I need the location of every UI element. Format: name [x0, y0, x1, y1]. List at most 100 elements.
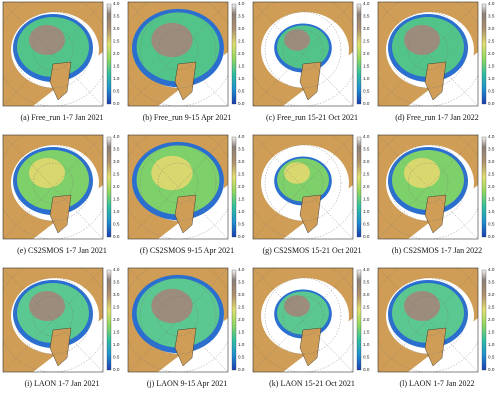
map-frame: [2, 134, 104, 240]
grid-circle: [282, 295, 324, 337]
colorbar-tick-label: 2.0: [488, 184, 495, 189]
colorbar-tick-label: 1.0: [488, 342, 495, 347]
greenland: [299, 327, 322, 367]
colorbar-tick-label: 3.0: [363, 26, 370, 31]
colorbar: [356, 136, 362, 238]
colorbar-tick-label: 1.0: [113, 342, 120, 347]
colorbar-tick-label: 2.5: [238, 305, 245, 310]
grid-meridian: [128, 135, 228, 239]
colorbar-tick-label: 1.5: [363, 197, 370, 202]
colorbar-tick-label: 4.0: [488, 267, 495, 272]
colorbar-tick-label: 2.5: [363, 39, 370, 44]
grid-circle: [139, 144, 217, 222]
map-panel: [3, 2, 103, 106]
greenland: [174, 194, 197, 234]
colorbar: [481, 3, 487, 105]
colorbar: [231, 269, 237, 371]
colorbar-tick-label: 3.5: [363, 280, 370, 285]
panel-caption: (i) LAON 1-7 Jan 2021: [24, 379, 99, 388]
panel-caption: (j) LAON 9-15 Apr 2021: [147, 379, 227, 388]
panel-caption: (d) Free_run 1-7 Jan 2022: [395, 113, 479, 122]
grid-meridian: [253, 135, 353, 239]
colorbar-tick-label: 2.5: [113, 305, 120, 310]
colorbar-tick-label: 1.5: [238, 64, 245, 69]
colorbar-tick-label: 2.0: [363, 317, 370, 322]
map-frame: [127, 134, 229, 240]
colorbar-tick-label: 3.0: [238, 26, 245, 31]
colorbar-tick-label: 1.0: [488, 209, 495, 214]
panel-caption: (k) LAON 15-21 Oct 2021: [269, 379, 355, 388]
map-panel: [128, 268, 228, 372]
panel-caption: (h) CS2SMOS 1-7 Jan 2022: [392, 246, 482, 255]
colorbar: [481, 136, 487, 238]
colorbar: [481, 269, 487, 371]
greenland: [174, 327, 197, 367]
colorbar-tick-label: 1.0: [113, 209, 120, 214]
colorbar-tick-label: 1.5: [363, 64, 370, 69]
panel-caption: (a) Free_run 1-7 Jan 2021: [20, 113, 103, 122]
colorbar-tick-label: 4.0: [488, 1, 495, 6]
colorbar-tick-label: 1.0: [238, 342, 245, 347]
grid-circle: [157, 162, 199, 204]
colorbar-tick-label: 2.0: [238, 184, 245, 189]
ice-thick: [29, 25, 65, 55]
map-panel: [253, 268, 353, 372]
ice-thick: [151, 155, 193, 191]
greenland: [49, 327, 72, 367]
colorbar-tick-label: 1.5: [238, 197, 245, 202]
colorbar-tick-label: 3.5: [238, 280, 245, 285]
colorbar-tick-label: 3.5: [488, 14, 495, 19]
map-frame: [377, 134, 479, 240]
colorbar-tick-label: 3.0: [488, 159, 495, 164]
colorbar-tick-label: 3.5: [113, 147, 120, 152]
colorbar-tick-label: 0.0: [363, 101, 370, 106]
colorbar-tick-label: 3.5: [238, 14, 245, 19]
colorbar-tick-label: 1.0: [113, 76, 120, 81]
colorbar-tick-label: 2.0: [363, 51, 370, 56]
colorbar-tick-label: 2.5: [363, 305, 370, 310]
grid-circle: [282, 162, 324, 204]
colorbar-tick-label: 2.0: [363, 184, 370, 189]
colorbar-tick-label: 3.5: [363, 147, 370, 152]
grid-circle: [282, 29, 324, 71]
colorbar-tick-label: 2.5: [488, 172, 495, 177]
ice-thick: [404, 291, 440, 321]
map-frame: [127, 267, 229, 373]
colorbar-tick-label: 3.5: [488, 147, 495, 152]
colorbar-tick-label: 0.0: [488, 367, 495, 372]
map-frame: [377, 1, 479, 107]
colorbar-tick-label: 2.0: [238, 51, 245, 56]
colorbar-tick-label: 1.5: [488, 330, 495, 335]
grid-circle: [407, 295, 449, 337]
map-frame: [2, 267, 104, 373]
colorbar-tick-label: 4.0: [113, 134, 120, 139]
map-panel: [128, 2, 228, 106]
colorbar-tick-label: 0.5: [363, 89, 370, 94]
grid-circle: [389, 144, 467, 222]
map-panel: [378, 2, 478, 106]
colorbar-tick-label: 2.0: [113, 184, 120, 189]
grid-circle: [14, 277, 92, 355]
colorbar-tick-label: 2.5: [238, 39, 245, 44]
colorbar-tick-label: 2.5: [488, 39, 495, 44]
colorbar-tick-label: 2.5: [488, 305, 495, 310]
colorbar-tick-label: 3.0: [363, 292, 370, 297]
greenland: [49, 194, 72, 234]
colorbar-tick-label: 2.5: [113, 39, 120, 44]
grid-circle: [139, 11, 217, 89]
colorbar-tick-label: 4.0: [363, 267, 370, 272]
colorbar: [106, 269, 112, 371]
ice-thick: [29, 158, 65, 188]
grid-circle: [157, 295, 199, 337]
map-panel: [3, 268, 103, 372]
colorbar-tick-label: 4.0: [113, 1, 120, 6]
colorbar-tick-label: 1.0: [363, 76, 370, 81]
map-frame: [252, 1, 354, 107]
grid-meridian: [378, 2, 478, 106]
colorbar-tick-label: 1.0: [238, 76, 245, 81]
grid-circle: [264, 144, 342, 222]
colorbar-tick-label: 3.0: [113, 292, 120, 297]
colorbar-tick-label: 3.0: [113, 26, 120, 31]
map-frame: [377, 267, 479, 373]
